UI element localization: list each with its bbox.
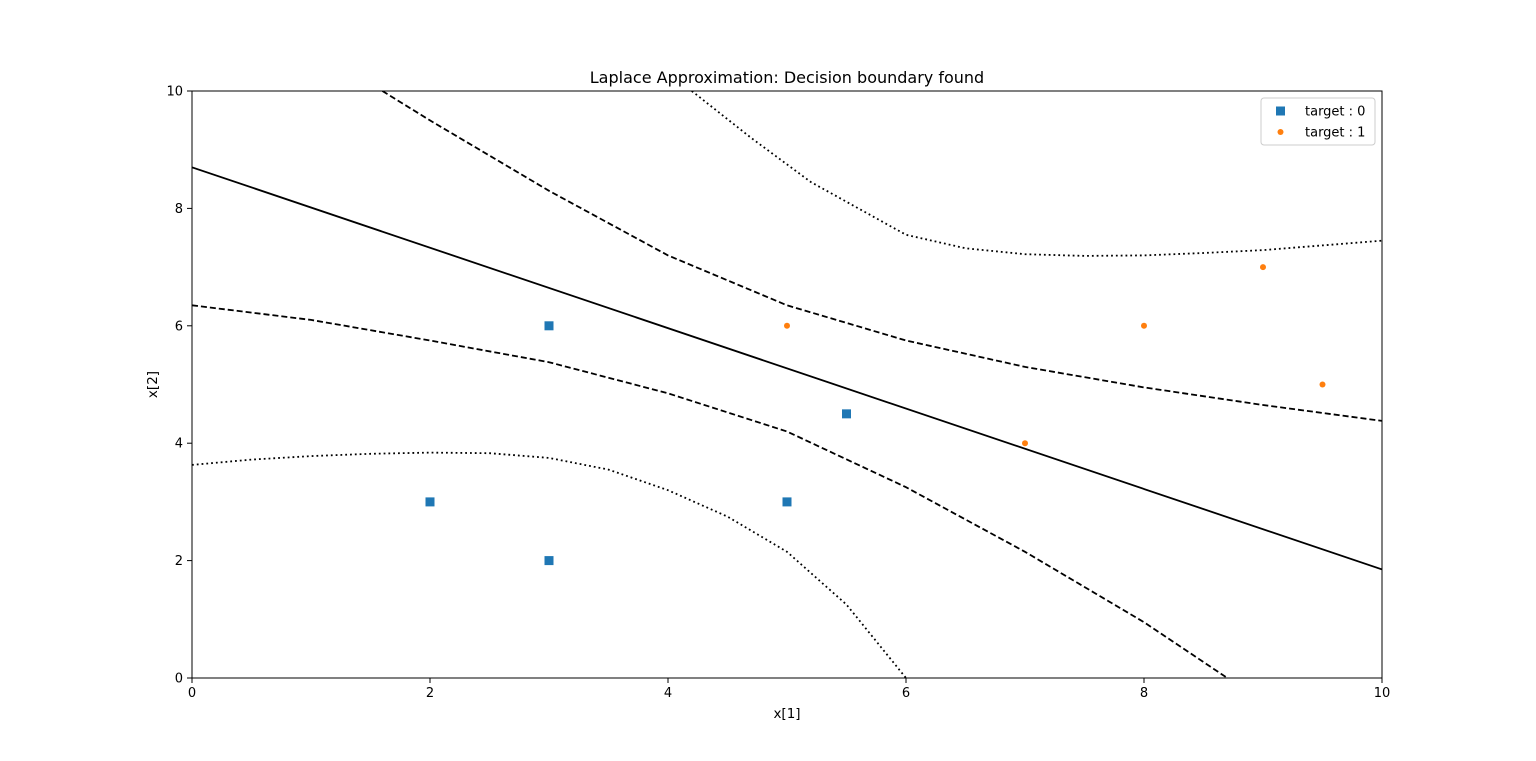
point-target1-2 bbox=[1141, 322, 1147, 329]
point-target1-3 bbox=[1260, 264, 1266, 271]
series-0 bbox=[425, 321, 851, 566]
curves bbox=[192, 91, 1382, 678]
legend-label: target : 0 bbox=[1305, 105, 1365, 120]
legend-marker-target0 bbox=[1276, 106, 1285, 116]
x-tick-label: 0 bbox=[188, 686, 196, 701]
y-tick-label: 4 bbox=[175, 437, 183, 452]
series-1 bbox=[784, 264, 1326, 447]
point-target1-4 bbox=[1319, 381, 1326, 388]
point-target0-1 bbox=[544, 556, 554, 566]
contour-dotted-3 bbox=[691, 91, 1382, 257]
contour-dashed-1 bbox=[381, 91, 1382, 422]
legend: target : 0 target : 1 bbox=[1260, 97, 1376, 146]
y-tick-label: 6 bbox=[175, 319, 183, 334]
point-target0-0 bbox=[425, 497, 435, 507]
point-target0-3 bbox=[782, 497, 792, 507]
y-tick-label: 8 bbox=[175, 202, 183, 217]
y-axis-label: x[2] bbox=[145, 371, 161, 398]
legend-box bbox=[1260, 97, 1376, 146]
point-target0-4 bbox=[842, 409, 851, 419]
x-tick-label: 2 bbox=[426, 686, 434, 701]
contour-dotted-4 bbox=[192, 451, 907, 678]
point-target1-1 bbox=[1022, 440, 1028, 447]
legend-marker-target1 bbox=[1277, 129, 1284, 135]
x-tick-label: 6 bbox=[902, 686, 910, 701]
x-tick-label: 10 bbox=[1374, 686, 1391, 701]
point-target0-2 bbox=[544, 321, 554, 331]
plot-area: 0 2 4 6 8 10 0 2 4 6 8 10 bbox=[166, 85, 1390, 702]
y-tick-label: 0 bbox=[175, 672, 183, 687]
x-axis-label: x[1] bbox=[773, 706, 800, 722]
y-tick-label: 2 bbox=[175, 554, 183, 569]
contour-solid-0 bbox=[192, 166, 1382, 571]
x-tick-label: 4 bbox=[664, 686, 672, 701]
x-tick-label: 8 bbox=[1140, 686, 1148, 701]
contour-dashed-2 bbox=[192, 304, 1228, 678]
legend-label: target : 1 bbox=[1305, 126, 1365, 141]
axes-frame bbox=[191, 90, 1383, 679]
chart-title: Laplace Approximation: Decision boundary… bbox=[590, 68, 984, 87]
point-target1-0 bbox=[784, 322, 790, 329]
y-tick-label: 10 bbox=[166, 85, 183, 100]
